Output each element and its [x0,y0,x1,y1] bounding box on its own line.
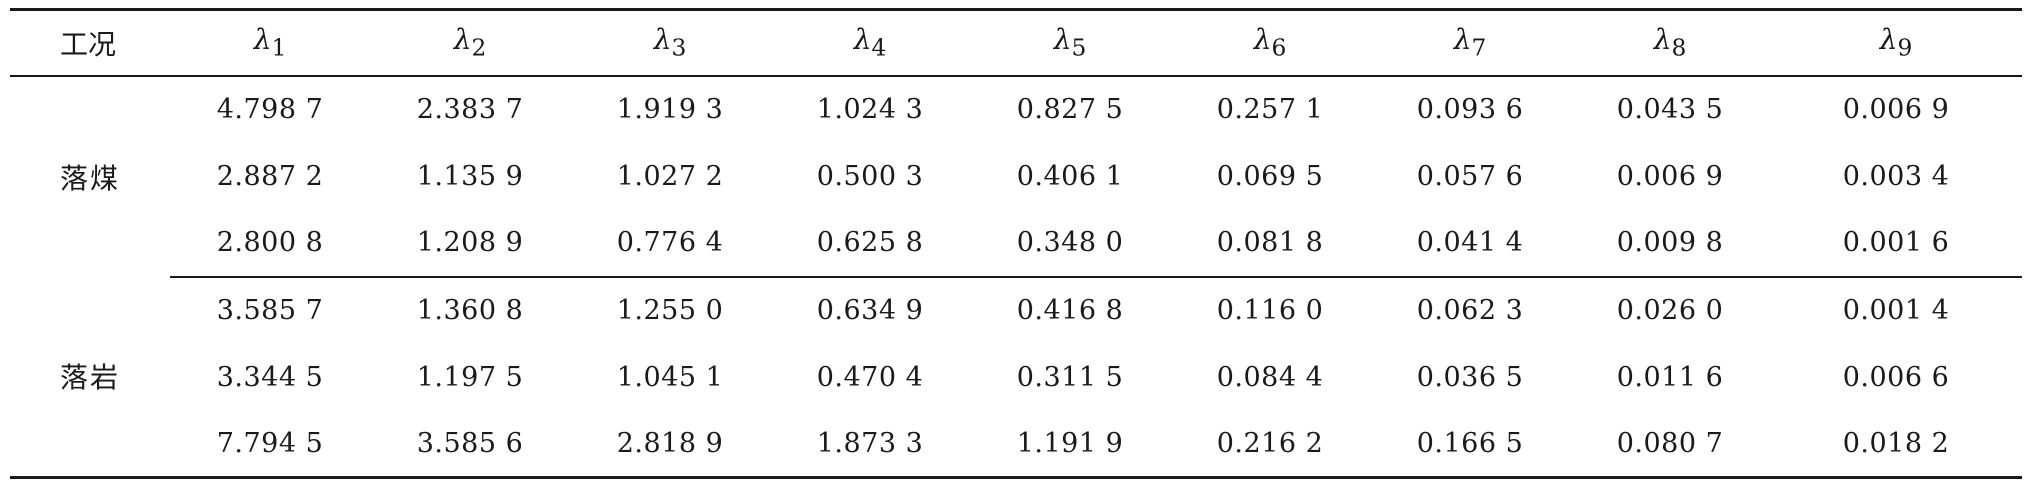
table-cell: 0.084 4 [1216,361,1324,393]
table-cell: 0.166 5 [1370,410,1570,479]
lambda-index: 7 [1471,34,1487,63]
table-cell: 1.027 2 [616,160,724,192]
lambda-symbol: λ [1453,23,1472,57]
header-lambda-7: λ7 [1370,8,1570,77]
table-cell: 2.818 9 [570,410,770,479]
table-cell: 0.634 9 [816,295,924,326]
table-cell: 3.344 5 [216,361,324,393]
table-cell: 0.470 4 [816,361,924,393]
table-cell: 1.135 9 [416,160,524,192]
data-table-container: 工况 λ1 λ2 λ3 λ4 λ5 λ6 λ7 λ8 λ9 落煤 4.798 7… [10,8,2022,479]
table-cell: 1.919 3 [616,94,724,125]
table-cell: 0.062 3 [1416,295,1524,326]
lambda-index: 5 [1071,34,1087,63]
table-cell: 0.216 2 [1170,410,1370,479]
table-body: 落煤 4.798 7 2.383 7 1.919 3 1.024 3 0.827… [10,76,2022,479]
header-lambda-5: λ5 [970,8,1170,77]
table-cell: 0.011 6 [1616,361,1724,393]
lambda-symbol: λ [853,23,872,57]
lambda-symbol: λ [453,23,472,57]
table-cell: 0.057 6 [1416,160,1524,192]
table-cell: 1.873 3 [770,410,970,479]
group-label-coal: 落煤 [60,161,121,195]
table-cell: 1.024 3 [816,94,924,125]
table-cell: 0.093 6 [1416,94,1524,125]
lambda-symbol: λ [653,23,672,57]
table-cell: 0.006 6 [1842,361,1950,393]
table-cell: 0.043 5 [1616,94,1724,125]
header-lambda-2: λ2 [370,8,570,77]
table-cell: 1.045 1 [616,361,724,393]
table-cell: 0.036 5 [1416,361,1524,393]
table-cell: 2.383 7 [416,94,524,125]
header-condition: 工况 [10,8,170,77]
table-cell: 3.585 6 [370,410,570,479]
table-row: 3.344 5 1.197 5 1.045 1 0.470 4 0.311 5 … [10,344,2022,411]
table-row: 7.794 5 3.585 6 2.818 9 1.873 3 1.191 9 … [10,410,2022,479]
table-cell: 1.208 9 [370,209,570,278]
table-cell: 0.003 4 [1842,160,1950,192]
table-cell: 0.348 0 [970,209,1170,278]
table-cell: 0.026 0 [1616,295,1724,326]
lambda-index: 3 [671,34,687,63]
table-cell: 0.001 4 [1842,295,1950,326]
table-cell: 0.116 0 [1216,295,1324,326]
table-cell: 0.006 9 [1842,94,1950,125]
table-cell: 0.069 5 [1216,160,1324,192]
table-row: 落煤 4.798 7 2.383 7 1.919 3 1.024 3 0.827… [10,76,2022,195]
lambda-index: 1 [271,34,287,63]
header-lambda-1: λ1 [170,8,370,77]
table-cell: 0.311 5 [1016,361,1124,393]
table-cell: 0.009 8 [1570,209,1770,278]
lambda-symbol: λ [1879,23,1898,57]
table-cell: 0.006 9 [1616,160,1724,192]
table-row: 2.800 8 1.208 9 0.776 4 0.625 8 0.348 0 … [10,209,2022,278]
header-lambda-3: λ3 [570,8,770,77]
lambda-symbol: λ [253,23,272,57]
table-cell: 0.625 8 [770,209,970,278]
table-cell: 1.360 8 [416,295,524,326]
table-cell: 0.257 1 [1216,94,1324,125]
table-cell: 0.406 1 [1016,160,1124,192]
lambda-index: 6 [1271,34,1287,63]
table-cell: 0.827 5 [1016,94,1124,125]
lambda-index: 4 [871,34,887,63]
table-row: 2.887 2 1.135 9 1.027 2 0.500 3 0.406 1 … [10,143,2022,210]
lambda-index: 8 [1671,34,1687,63]
header-lambda-4: λ4 [770,8,970,77]
table-cell: 0.041 4 [1370,209,1570,278]
table-cell: 1.255 0 [616,295,724,326]
table-cell: 1.197 5 [416,361,524,393]
lambda-index: 9 [1897,34,1913,63]
table-header: 工况 λ1 λ2 λ3 λ4 λ5 λ6 λ7 λ8 λ9 [10,8,2022,77]
table-cell: 2.800 8 [170,209,370,278]
table-cell: 1.191 9 [970,410,1170,479]
table-cell: 4.798 7 [216,94,324,125]
table-cell: 0.776 4 [570,209,770,278]
table-cell: 0.018 2 [1770,410,2022,479]
table-row: 落岩 3.585 7 1.360 8 1.255 0 0.634 9 0.416… [10,276,2022,479]
group-label-rock: 落岩 [10,276,170,479]
lambda-index: 2 [471,34,487,63]
table-cell: 3.585 7 [216,295,324,326]
header-lambda-6: λ6 [1170,8,1370,77]
table-cell: 2.887 2 [216,160,324,192]
table-cell: 7.794 5 [170,410,370,479]
table-cell: 0.500 3 [816,160,924,192]
lambda-symbol: λ [1253,23,1272,57]
table-cell: 0.081 8 [1170,209,1370,278]
header-lambda-8: λ8 [1570,8,1770,77]
lambda-symbol: λ [1653,23,1672,57]
table-cell: 0.080 7 [1570,410,1770,479]
lambda-symbol: λ [1053,23,1072,57]
header-row: 工况 λ1 λ2 λ3 λ4 λ5 λ6 λ7 λ8 λ9 [10,8,2022,77]
header-lambda-9: λ9 [1770,8,2022,77]
table-cell: 0.001 6 [1770,209,2022,278]
table-cell: 0.416 8 [1016,295,1124,326]
eigenvalue-table: 工况 λ1 λ2 λ3 λ4 λ5 λ6 λ7 λ8 λ9 落煤 4.798 7… [10,8,2022,479]
